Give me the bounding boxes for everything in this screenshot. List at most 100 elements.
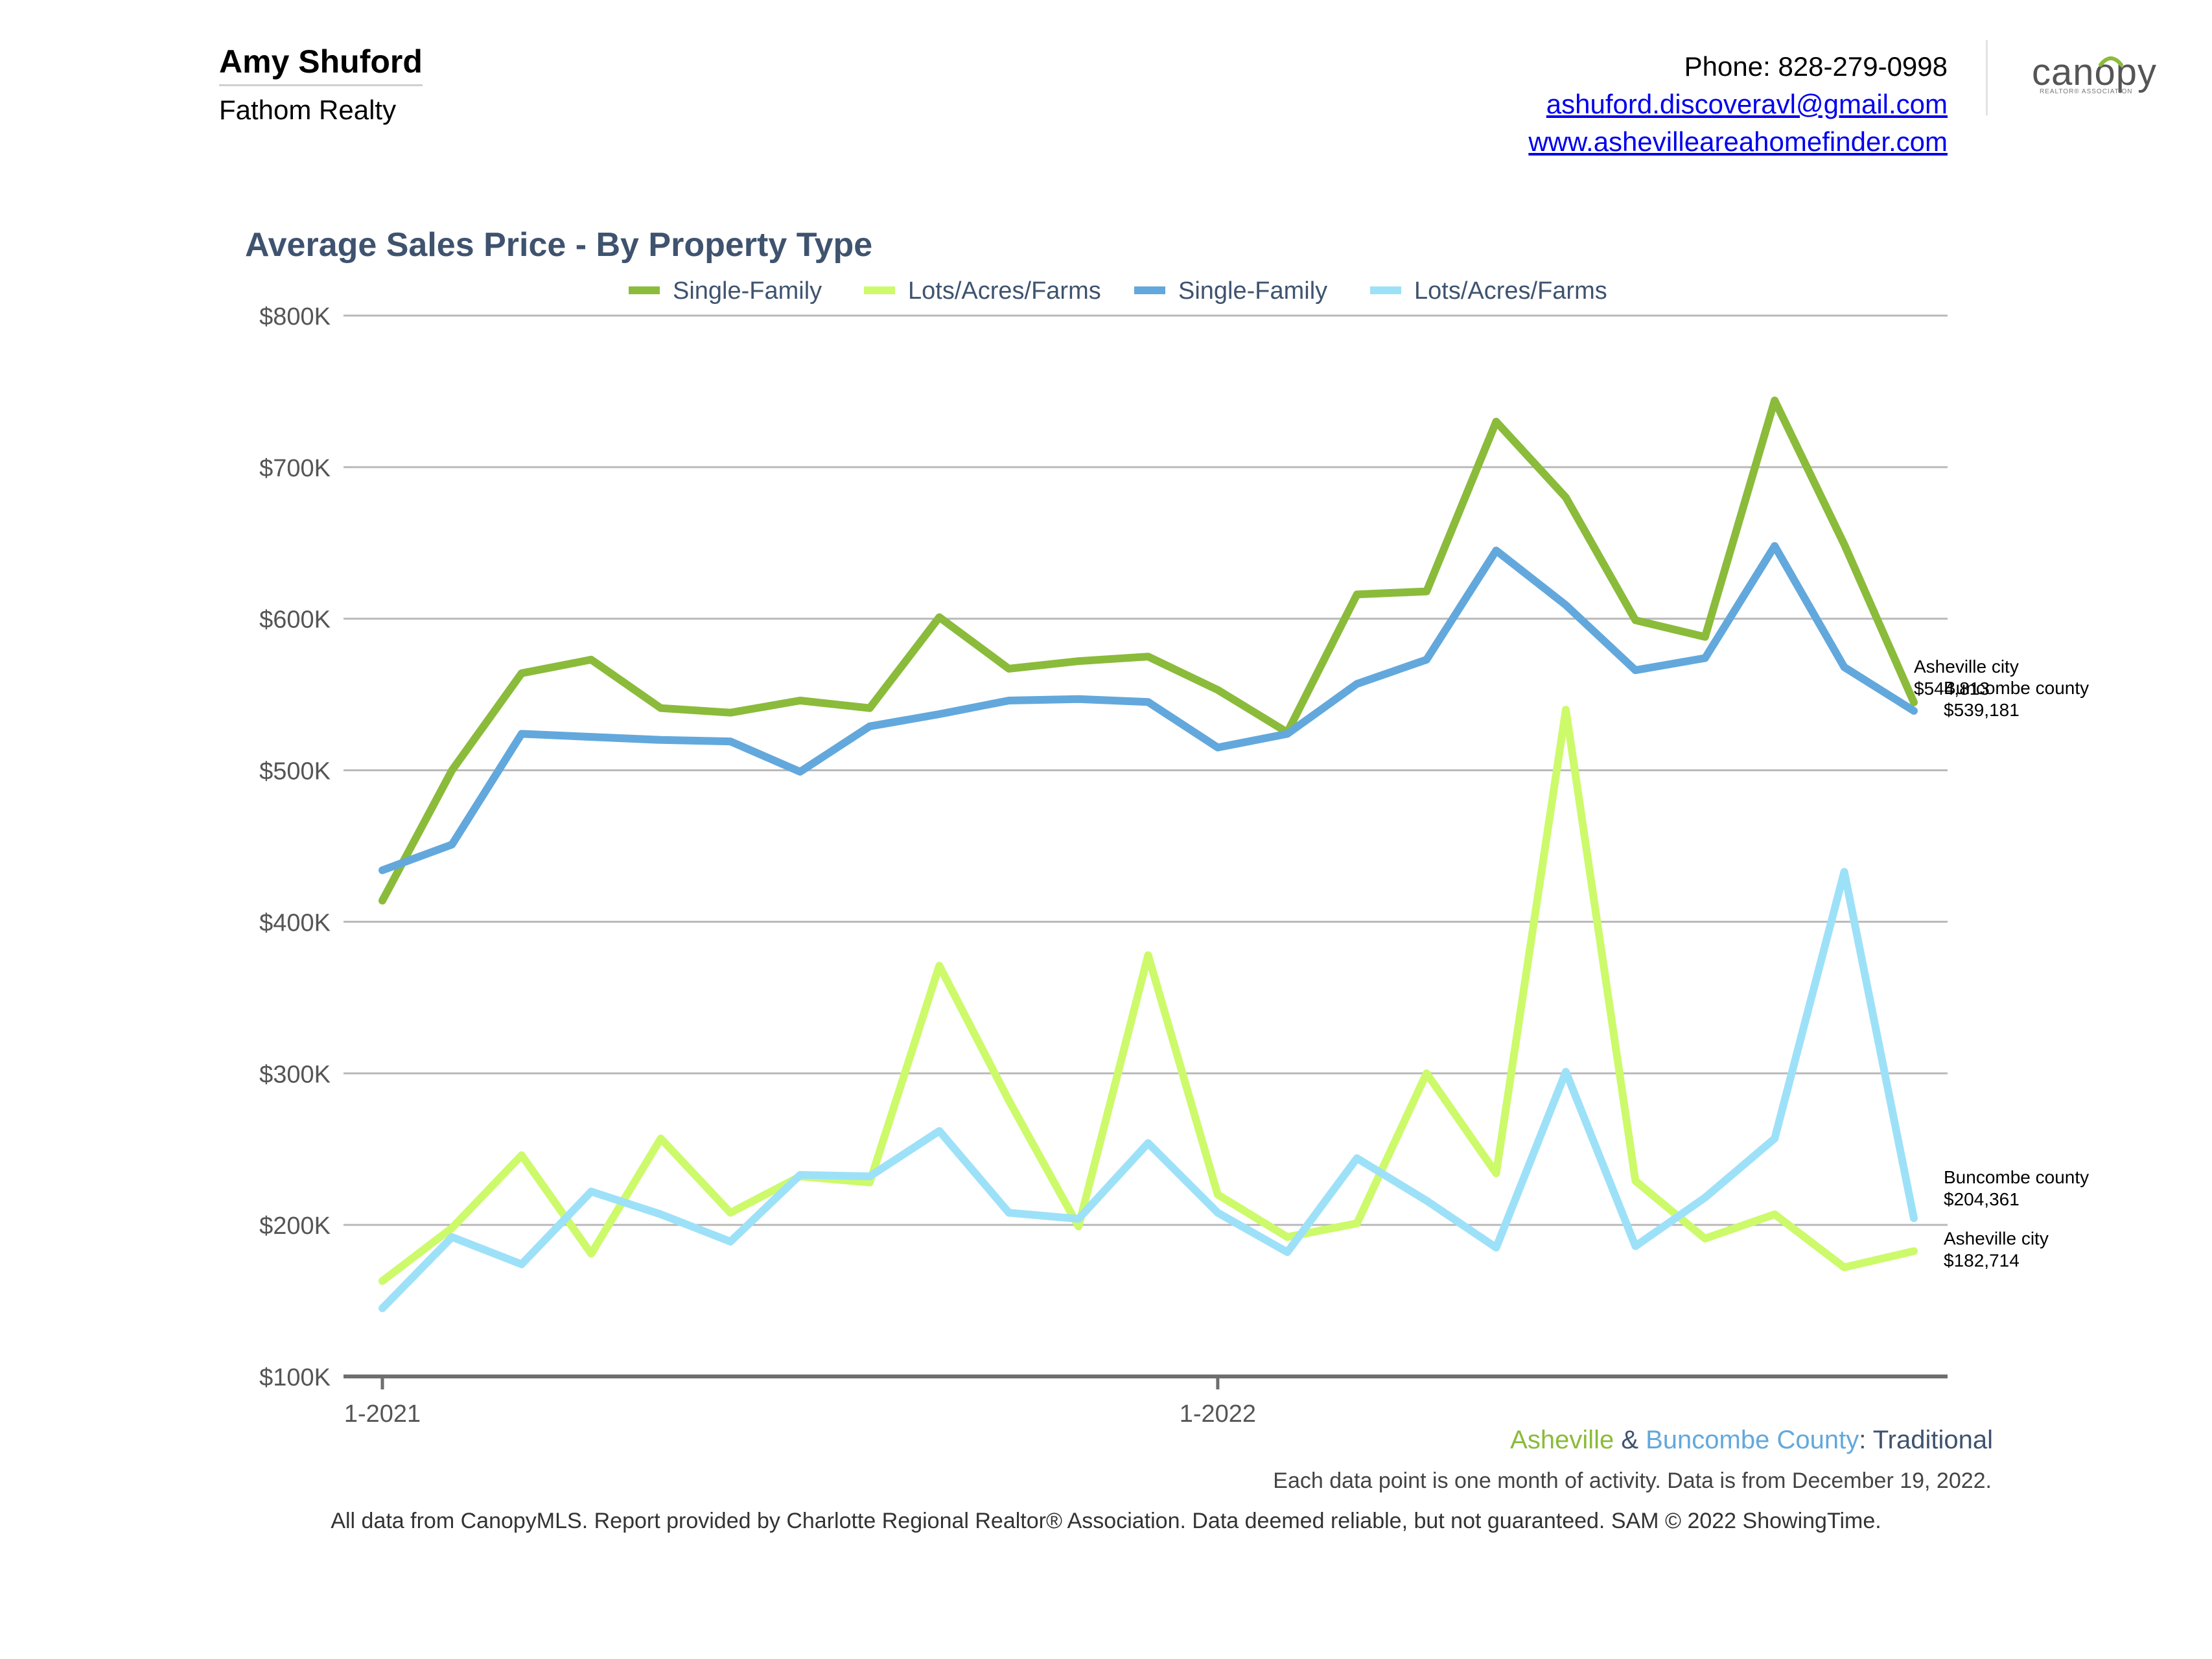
- legend-label: Lots/Acres/Farms: [1414, 277, 1607, 305]
- data-point: [1633, 1244, 1638, 1248]
- data-point: [1633, 668, 1638, 673]
- end-label: Buncombe county: [1944, 1167, 2089, 1187]
- data-point: [380, 898, 384, 903]
- data-point: [1425, 1198, 1429, 1203]
- data-point: [867, 706, 872, 710]
- data-point: [1912, 700, 1916, 704]
- data-point: [1146, 700, 1150, 704]
- end-label: $544,813: [1914, 679, 1990, 699]
- logo-arc-icon: [2099, 56, 2123, 67]
- data-point: [1007, 698, 1011, 702]
- data-point: [1912, 1216, 1916, 1220]
- data-point: [1494, 1246, 1498, 1250]
- data-point: [658, 706, 663, 710]
- data-point: [1077, 659, 1081, 664]
- data-point: [658, 1136, 663, 1141]
- data-point: [728, 1239, 733, 1244]
- end-label: Asheville city: [1944, 1229, 2049, 1249]
- data-point: [1215, 688, 1220, 692]
- data-point: [1703, 656, 1707, 660]
- data-point: [1425, 1071, 1429, 1076]
- data-point: [1215, 1211, 1220, 1215]
- data-point: [1842, 542, 1846, 547]
- data-point: [1494, 548, 1498, 553]
- data-point: [1285, 732, 1290, 736]
- canopy-logo: canopy REALTOR® ASSOCIATION: [2032, 51, 2168, 102]
- data-point: [798, 1172, 802, 1177]
- data-point: [1563, 495, 1568, 500]
- data-point: [1494, 1171, 1498, 1176]
- data-point: [380, 1279, 384, 1283]
- data-point: [1494, 419, 1498, 424]
- data-point: [1563, 603, 1568, 607]
- data-point: [1077, 697, 1081, 701]
- data-point: [937, 1129, 942, 1133]
- data-point: [728, 1211, 733, 1215]
- data-point: [1355, 592, 1359, 597]
- data-point: [1007, 1211, 1011, 1215]
- data-point: [1425, 589, 1429, 594]
- agent-company: Fathom Realty: [219, 95, 397, 125]
- data-point: [798, 769, 802, 774]
- data-point: [519, 671, 524, 675]
- chart-title: Average Sales Price - By Property Type: [245, 226, 873, 264]
- grid-lines: [343, 314, 1948, 1226]
- data-point: [1563, 708, 1568, 712]
- y-tick-label: $700K: [259, 455, 331, 482]
- data-point: [867, 724, 872, 728]
- end-label: $204,361: [1944, 1189, 2020, 1209]
- data-point: [1703, 1196, 1707, 1200]
- data-point: [450, 1235, 454, 1239]
- data-point: [1563, 1069, 1568, 1074]
- data-point: [1077, 1216, 1081, 1221]
- data-point: [1912, 708, 1916, 713]
- data-point: [728, 739, 733, 744]
- data-point: [1355, 682, 1359, 686]
- y-tick-label: $800K: [259, 303, 331, 331]
- series-line: [378, 397, 1918, 905]
- data-point: [1773, 398, 1777, 402]
- data-point: [1355, 1156, 1359, 1161]
- legend-label: Single-Family: [1178, 277, 1327, 305]
- data-point: [1285, 1235, 1290, 1239]
- data-point: [380, 868, 384, 872]
- email-link[interactable]: ashuford.discoveravl@gmail.com: [1546, 89, 1948, 119]
- series-line: [378, 542, 1918, 874]
- data-point: [1355, 1221, 1359, 1225]
- y-tick-label: $300K: [259, 1061, 331, 1088]
- data-point: [450, 768, 454, 772]
- data-point: [658, 1212, 663, 1216]
- y-tick-label: $500K: [259, 758, 331, 785]
- data-point: [1146, 655, 1150, 659]
- data-point: [1842, 665, 1846, 669]
- end-label: $539,181: [1944, 700, 2020, 720]
- logo-wordmark: canopy: [2032, 51, 2158, 93]
- data-point: [519, 1153, 524, 1157]
- data-point: [1773, 1136, 1777, 1141]
- website-link[interactable]: www.ashevilleareahomefinder.com: [1528, 126, 1948, 157]
- contact-block: Phone: 828-279-0998 ashuford.discoveravl…: [1528, 48, 1948, 161]
- data-point: [1633, 1179, 1638, 1183]
- data-point: [589, 1189, 594, 1194]
- phone-text: Phone: 828-279-0998: [1684, 51, 1948, 82]
- data-point: [1703, 634, 1707, 639]
- data-point: [1146, 1141, 1150, 1145]
- data-point: [1215, 745, 1220, 750]
- data-point: [1146, 953, 1150, 957]
- y-tick-label: $400K: [259, 909, 331, 936]
- data-point: [1912, 1249, 1916, 1253]
- header-divider: [1986, 40, 1988, 115]
- data-point: [1285, 1250, 1290, 1255]
- x-tick-label: 1-2021: [344, 1400, 421, 1428]
- data-point: [1703, 1236, 1707, 1241]
- area-asheville: Asheville: [1510, 1426, 1614, 1454]
- data-point: [519, 732, 524, 736]
- data-note: Each data point is one month of activity…: [1273, 1468, 1992, 1493]
- data-point: [728, 710, 733, 715]
- data-point: [798, 698, 802, 702]
- area-type: : Traditional: [1859, 1426, 1993, 1454]
- data-point: [1842, 870, 1846, 874]
- data-point: [1773, 1212, 1777, 1216]
- x-tick-label: 1-2022: [1180, 1400, 1256, 1428]
- data-point: [450, 842, 454, 847]
